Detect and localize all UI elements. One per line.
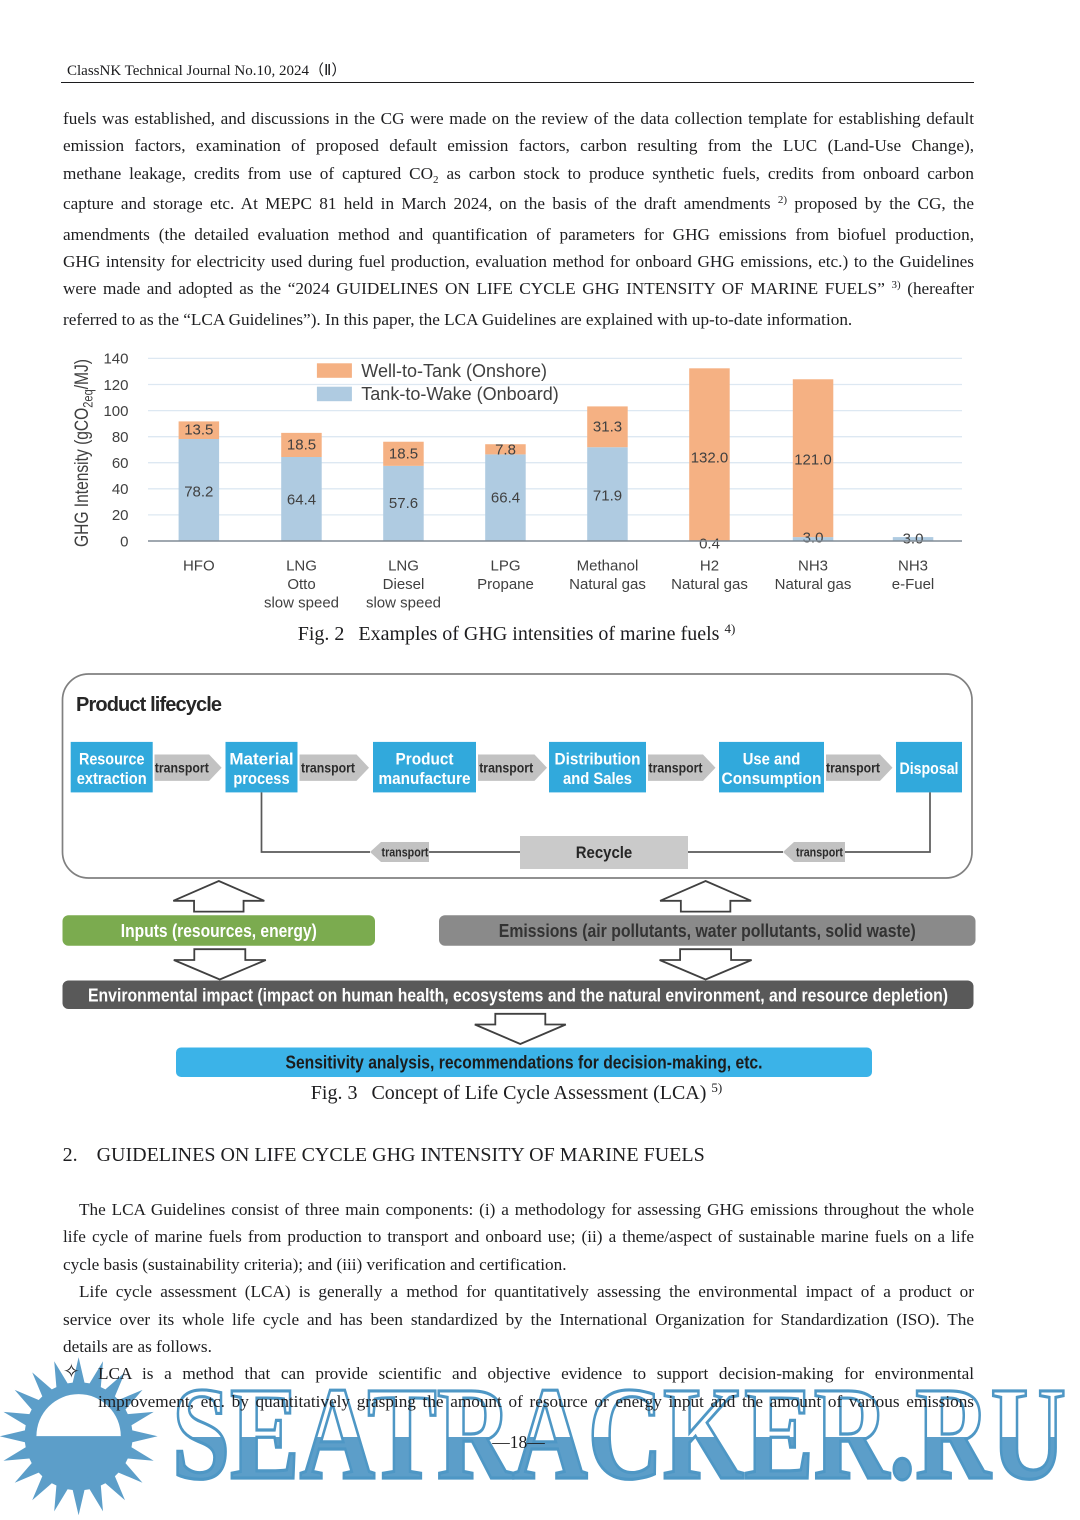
svg-text:Disposal: Disposal <box>900 760 959 778</box>
svg-text:7.8: 7.8 <box>495 441 516 458</box>
svg-text:transport: transport <box>155 760 209 776</box>
svg-text:Use and: Use and <box>743 750 801 768</box>
svg-text:e-Fuel: e-Fuel <box>892 576 935 593</box>
svg-text:H2: H2 <box>700 557 719 574</box>
svg-text:18.5: 18.5 <box>389 445 418 462</box>
svg-text:Product: Product <box>396 750 454 768</box>
svg-text:NH3: NH3 <box>898 557 928 574</box>
svg-text:60: 60 <box>112 455 129 472</box>
svg-text:Emissions (air pollutants, wat: Emissions (air pollutants, water polluta… <box>499 921 916 941</box>
svg-text:Tank-to-Wake (Onboard): Tank-to-Wake (Onboard) <box>361 384 558 404</box>
svg-text:HFO: HFO <box>183 557 215 574</box>
svg-text:transport: transport <box>826 760 880 776</box>
svg-text:Material: Material <box>229 750 293 768</box>
svg-text:Natural gas: Natural gas <box>671 576 748 593</box>
svg-text:process: process <box>233 770 289 788</box>
svg-text:64.4: 64.4 <box>287 491 316 508</box>
svg-text:120: 120 <box>103 377 128 394</box>
svg-text:Diesel: Diesel <box>383 576 425 593</box>
svg-text:SEATRACKER.RU: SEATRACKER.RU <box>172 1359 1066 1507</box>
svg-text:NH3: NH3 <box>798 557 828 574</box>
svg-text:LNG: LNG <box>286 557 317 574</box>
svg-text:31.3: 31.3 <box>593 418 622 435</box>
svg-text:transport: transport <box>479 760 533 776</box>
svg-text:132.0: 132.0 <box>691 449 729 466</box>
svg-text:121.0: 121.0 <box>794 451 832 468</box>
svg-text:transport: transport <box>796 845 844 859</box>
svg-text:LNG: LNG <box>388 557 419 574</box>
svg-text:0.4: 0.4 <box>699 535 720 552</box>
svg-text:Natural gas: Natural gas <box>775 576 852 593</box>
svg-text:140: 140 <box>103 351 128 368</box>
svg-text:Sensitivity analysis, recommen: Sensitivity analysis, recommendations fo… <box>286 1053 763 1073</box>
svg-text:Environmental impact (impact o: Environmental impact (impact on human he… <box>88 985 948 1005</box>
svg-text:71.9: 71.9 <box>593 487 622 504</box>
svg-text:78.2: 78.2 <box>184 483 213 500</box>
svg-text:slow speed: slow speed <box>264 595 339 612</box>
svg-text:66.4: 66.4 <box>491 489 520 506</box>
svg-text:Resource: Resource <box>79 750 145 768</box>
svg-text:LPG: LPG <box>490 557 520 574</box>
svg-text:0: 0 <box>120 533 128 550</box>
svg-text:transport: transport <box>382 845 430 859</box>
svg-text:80: 80 <box>112 429 129 446</box>
svg-text:extraction: extraction <box>77 770 147 788</box>
svg-text:100: 100 <box>103 403 128 420</box>
svg-text:13.5: 13.5 <box>184 421 213 438</box>
svg-text:transport: transport <box>649 760 703 776</box>
svg-text:transport: transport <box>301 760 355 776</box>
svg-text:Distribution: Distribution <box>555 750 641 768</box>
svg-text:Consumption: Consumption <box>722 770 822 788</box>
svg-text:Natural gas: Natural gas <box>569 576 646 593</box>
svg-text:3.0: 3.0 <box>903 530 924 547</box>
svg-text:manufacture: manufacture <box>379 770 471 788</box>
svg-text:and Sales: and Sales <box>563 770 632 788</box>
svg-text:3.0: 3.0 <box>803 529 824 546</box>
svg-text:Recycle: Recycle <box>576 843 633 862</box>
svg-text:40: 40 <box>112 481 129 498</box>
svg-text:Methanol: Methanol <box>577 557 639 574</box>
svg-text:20: 20 <box>112 507 129 524</box>
svg-text:Well-to-Tank (Onshore): Well-to-Tank (Onshore) <box>361 361 547 381</box>
svg-text:Inputs (resources, energy): Inputs (resources, energy) <box>121 921 317 941</box>
svg-text:18.5: 18.5 <box>287 436 316 453</box>
svg-text:57.6: 57.6 <box>389 495 418 512</box>
svg-text:GHG Intensity (gCO2eq/MJ): GHG Intensity (gCO2eq/MJ) <box>72 359 96 547</box>
svg-text:slow speed: slow speed <box>366 595 441 612</box>
svg-text:Otto: Otto <box>287 576 315 593</box>
svg-text:Product lifecycle: Product lifecycle <box>76 694 222 716</box>
svg-text:Propane: Propane <box>477 576 534 593</box>
